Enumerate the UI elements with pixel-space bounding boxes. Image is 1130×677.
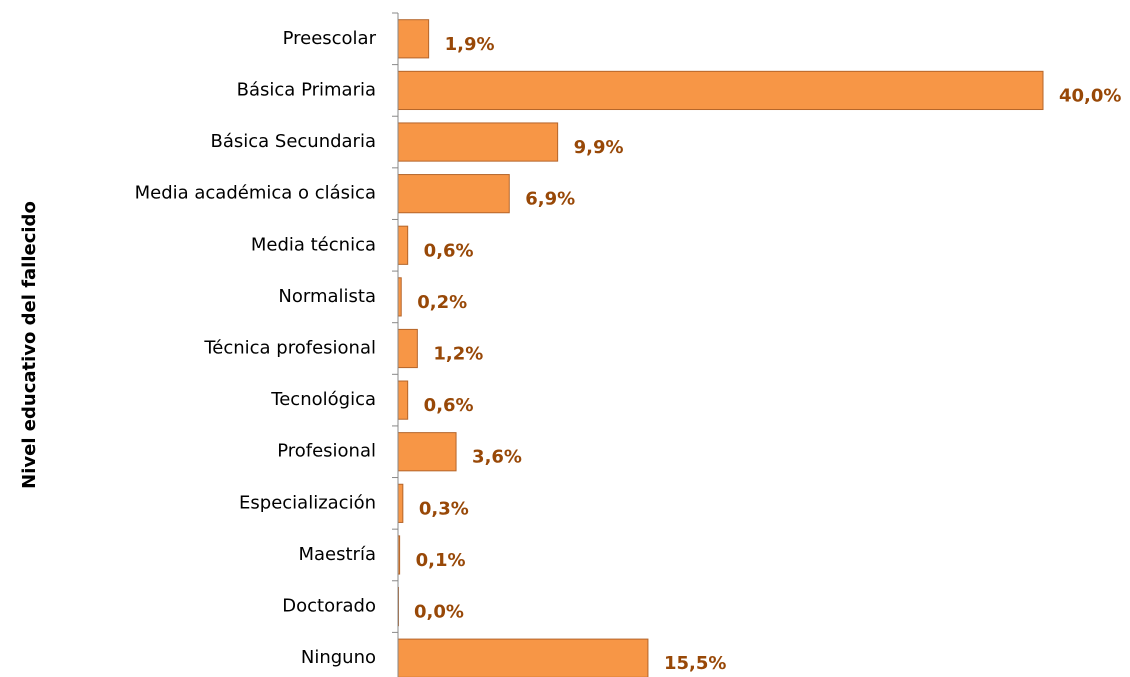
value-label: 40,0% xyxy=(1059,85,1121,106)
y-tick-label: Básica Primaria xyxy=(237,79,376,100)
bar xyxy=(397,225,409,265)
y-tick-label: Especialización xyxy=(239,492,376,513)
y-axis-title: Nivel educativo del fallecido xyxy=(19,201,40,489)
y-tick-label: Básica Secundaria xyxy=(210,131,376,152)
value-label: 0,6% xyxy=(424,240,474,261)
y-tick-label: Ninguno xyxy=(301,647,376,668)
y-tick-label: Maestría xyxy=(298,544,376,565)
value-label: 6,9% xyxy=(525,189,575,210)
bar xyxy=(397,432,457,472)
value-label: 0,0% xyxy=(414,602,464,623)
bar xyxy=(397,174,510,214)
value-label: 0,2% xyxy=(417,292,467,313)
value-label: 0,3% xyxy=(419,498,469,519)
y-tick-label: Profesional xyxy=(277,441,376,462)
y-tick-label: Media técnica xyxy=(251,234,376,255)
value-label: 0,1% xyxy=(416,550,466,571)
value-label: 3,6% xyxy=(472,447,522,468)
bar xyxy=(397,122,559,162)
y-tick-label: Doctorado xyxy=(282,596,376,617)
value-label: 15,5% xyxy=(664,653,726,674)
value-label: 9,9% xyxy=(574,137,624,158)
bar xyxy=(397,380,409,420)
bar xyxy=(397,19,430,59)
y-tick-label: Media académica o clásica xyxy=(135,183,376,204)
bar xyxy=(397,483,404,523)
bar xyxy=(397,638,649,677)
bar xyxy=(397,70,1044,111)
value-label: 0,6% xyxy=(424,395,474,416)
y-tick-label: Tecnológica xyxy=(270,389,376,410)
y-tick-label: Técnica profesional xyxy=(203,338,376,359)
y-tick-label: Preescolar xyxy=(283,28,377,49)
value-label: 1,9% xyxy=(445,34,495,55)
value-label: 1,2% xyxy=(433,344,483,365)
bar xyxy=(397,328,418,369)
y-tick-label: Normalista xyxy=(278,286,376,307)
